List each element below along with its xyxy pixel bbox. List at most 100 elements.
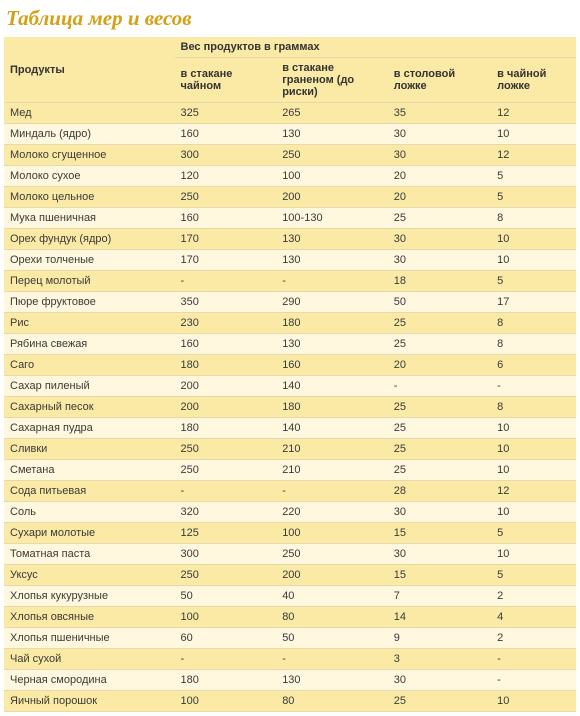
cell: - (491, 670, 576, 691)
cell: Хлопья овсяные (4, 607, 175, 628)
cell: 250 (175, 187, 277, 208)
cell: 210 (276, 439, 388, 460)
cell: 30 (388, 502, 491, 523)
table-row: Яичный порошок100802510 (4, 691, 576, 712)
cell: Рябина свежая (4, 334, 175, 355)
cell: 100 (175, 691, 277, 712)
cell: Орех фундук (ядро) (4, 229, 175, 250)
table-row: Сухари молотые125100155 (4, 523, 576, 544)
cell: 25 (388, 418, 491, 439)
cell: 210 (276, 460, 388, 481)
table-row: Сахарный песок200180258 (4, 397, 576, 418)
cell: 15 (388, 565, 491, 586)
cell: - (491, 649, 576, 670)
cell: 14 (388, 607, 491, 628)
cell: 10 (491, 544, 576, 565)
cell: 5 (491, 523, 576, 544)
cell: 8 (491, 334, 576, 355)
cell: 180 (175, 670, 277, 691)
cell: - (276, 481, 388, 502)
cell: 130 (276, 250, 388, 271)
cell: 290 (276, 292, 388, 313)
cell: Молоко сухое (4, 166, 175, 187)
table-row: Уксус250200155 (4, 565, 576, 586)
cell: 17 (491, 292, 576, 313)
cell: 200 (276, 187, 388, 208)
table-row: Молоко сухое120100205 (4, 166, 576, 187)
cell: 25 (388, 208, 491, 229)
table-row: Соль3202203010 (4, 502, 576, 523)
cell: Молоко цельное (4, 187, 175, 208)
cell: 12 (491, 103, 576, 124)
header-product: Продукты (4, 37, 175, 103)
table-row: Черная смородина18013030- (4, 670, 576, 691)
cell: 250 (276, 145, 388, 166)
cell: 20 (388, 166, 491, 187)
cell: 350 (175, 292, 277, 313)
cell: 160 (276, 355, 388, 376)
cell: 12 (491, 145, 576, 166)
cell: 140 (276, 376, 388, 397)
cell: Пюре фруктовое (4, 292, 175, 313)
cell: 10 (491, 124, 576, 145)
cell: 80 (276, 691, 388, 712)
cell: 100-130 (276, 208, 388, 229)
cell: 160 (175, 334, 277, 355)
cell: - (175, 271, 277, 292)
header-group: Вес продуктов в граммах (175, 37, 577, 58)
cell: 100 (175, 607, 277, 628)
cell: 30 (388, 544, 491, 565)
cell: Рис (4, 313, 175, 334)
header-tbsp: в столовой ложке (388, 58, 491, 103)
cell: 100 (276, 523, 388, 544)
cell: Молоко сгущенное (4, 145, 175, 166)
table-row: Молоко цельное250200205 (4, 187, 576, 208)
cell: Яичный порошок (4, 691, 175, 712)
cell: 170 (175, 229, 277, 250)
cell: 15 (388, 523, 491, 544)
header-cut-glass: в стакане граненом (до риски) (276, 58, 388, 103)
cell: 130 (276, 334, 388, 355)
cell: - (175, 649, 277, 670)
cell: Саго (4, 355, 175, 376)
cell: 160 (175, 124, 277, 145)
cell: - (175, 481, 277, 502)
header-tsp: в чайной ложке (491, 58, 576, 103)
cell: 2 (491, 628, 576, 649)
cell: 180 (276, 313, 388, 334)
cell: 28 (388, 481, 491, 502)
cell: 5 (491, 187, 576, 208)
cell: - (491, 376, 576, 397)
cell: 8 (491, 313, 576, 334)
table-row: Мед3252653512 (4, 103, 576, 124)
cell: 10 (491, 691, 576, 712)
cell: 10 (491, 502, 576, 523)
cell: 18 (388, 271, 491, 292)
cell: 50 (276, 628, 388, 649)
cell: 120 (175, 166, 277, 187)
table-row: Рябина свежая160130258 (4, 334, 576, 355)
cell: 50 (388, 292, 491, 313)
cell: 30 (388, 670, 491, 691)
cell: 50 (175, 586, 277, 607)
table-row: Саго180160206 (4, 355, 576, 376)
cell: 25 (388, 397, 491, 418)
cell: 250 (175, 565, 277, 586)
cell: Орехи толченые (4, 250, 175, 271)
cell: 230 (175, 313, 277, 334)
cell: Соль (4, 502, 175, 523)
cell: 5 (491, 565, 576, 586)
cell: 180 (276, 397, 388, 418)
cell: Сахарная пудра (4, 418, 175, 439)
cell: 5 (491, 271, 576, 292)
cell: 250 (276, 544, 388, 565)
cell: 250 (175, 460, 277, 481)
cell: 6 (491, 355, 576, 376)
table-row: Орехи толченые1701303010 (4, 250, 576, 271)
cell: 3 (388, 649, 491, 670)
cell: 265 (276, 103, 388, 124)
cell: 100 (276, 166, 388, 187)
table-row: Томатная паста3002503010 (4, 544, 576, 565)
weights-table: Продукты Вес продуктов в граммах в стака… (4, 37, 576, 712)
cell: 200 (175, 376, 277, 397)
